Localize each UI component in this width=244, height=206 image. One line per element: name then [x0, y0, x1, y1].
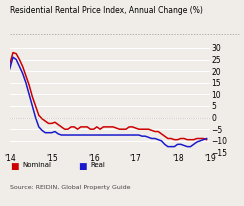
Text: Real: Real	[90, 162, 105, 168]
Text: Source: REIDIN, Global Property Guide: Source: REIDIN, Global Property Guide	[10, 185, 130, 190]
Text: ■: ■	[78, 162, 87, 171]
Text: Residential Rental Price Index, Annual Change (%): Residential Rental Price Index, Annual C…	[10, 6, 203, 15]
Text: ■: ■	[10, 162, 18, 171]
Text: Nominal: Nominal	[22, 162, 51, 168]
